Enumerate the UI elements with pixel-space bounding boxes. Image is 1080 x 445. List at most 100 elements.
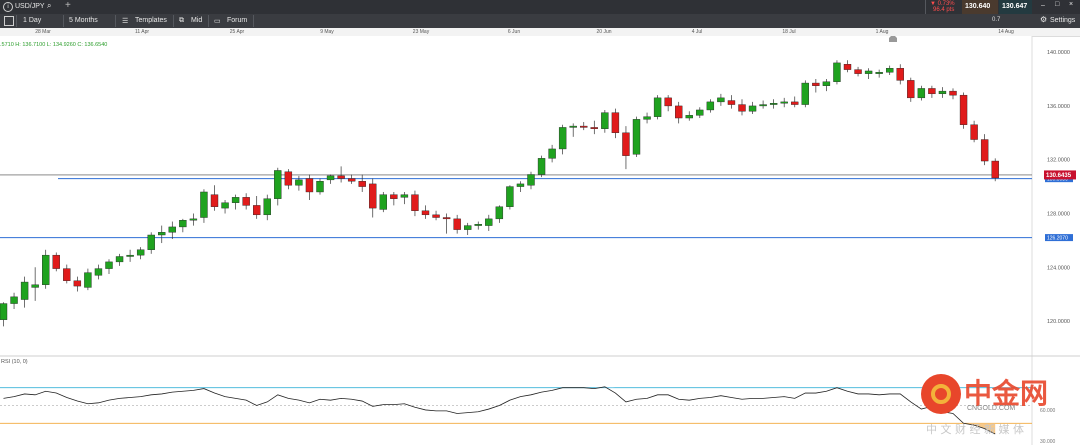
candle-up[interactable] — [527, 174, 535, 186]
candle-up[interactable] — [84, 272, 92, 288]
candle-up[interactable] — [886, 68, 894, 73]
candle-up[interactable] — [105, 261, 113, 269]
candle-up[interactable] — [263, 198, 271, 216]
candle-up[interactable] — [126, 254, 134, 257]
add-tab-icon[interactable]: + — [65, 0, 71, 11]
minimize-icon[interactable]: – — [1041, 2, 1045, 9]
forum-button[interactable]: ▭ Forum — [209, 15, 254, 27]
candle-down[interactable] — [727, 100, 736, 105]
candle-down[interactable] — [738, 104, 746, 112]
candle-down[interactable] — [959, 94, 968, 125]
candle-up[interactable] — [569, 125, 577, 128]
symbol-label[interactable]: USD/JPY — [15, 3, 45, 10]
candle-up[interactable] — [653, 97, 662, 117]
candle-down[interactable] — [843, 64, 852, 70]
candle-down[interactable] — [812, 82, 820, 86]
range-button[interactable]: 5 Months — [63, 15, 116, 27]
candle-up[interactable] — [400, 194, 409, 198]
candle-down[interactable] — [580, 125, 588, 128]
candle-up[interactable] — [780, 101, 788, 104]
candle-up[interactable] — [917, 88, 926, 99]
settings-label[interactable]: Settings — [1050, 17, 1076, 24]
bid-price[interactable]: 130.640 — [965, 3, 991, 10]
candle-up[interactable] — [31, 284, 39, 288]
candle-down[interactable] — [411, 194, 419, 211]
candle-up[interactable] — [136, 249, 145, 256]
candle-up[interactable] — [316, 181, 324, 193]
candle-down[interactable] — [896, 68, 904, 81]
candle-up[interactable] — [748, 105, 757, 112]
price-chart[interactable]: 130.5930 126.2070 130.6435 140.0000 136.000… — [0, 36, 1080, 445]
candle-up[interactable] — [189, 218, 198, 221]
candle-down[interactable] — [453, 218, 461, 230]
candle-down[interactable] — [675, 105, 683, 119]
candle-down[interactable] — [52, 254, 60, 269]
candle-down[interactable] — [210, 194, 219, 207]
candle-down[interactable] — [432, 214, 440, 218]
candle-down[interactable] — [305, 178, 314, 193]
candle-down[interactable] — [63, 268, 71, 281]
candle-down[interactable] — [421, 210, 430, 216]
templates-button[interactable]: ☰ Templates — [116, 15, 174, 27]
candle-up[interactable] — [0, 303, 8, 320]
candle-down[interactable] — [907, 80, 915, 99]
candle-up[interactable] — [474, 224, 482, 226]
candle-down[interactable] — [622, 132, 630, 156]
price-mode-button[interactable]: ⧉ Mid — [174, 15, 209, 27]
rsi-line[interactable] — [3, 386, 996, 435]
candle-up[interactable] — [706, 101, 715, 111]
candle-down[interactable] — [970, 124, 978, 140]
bid-box[interactable]: 130.640 — [962, 0, 998, 14]
candle-up[interactable] — [221, 202, 229, 209]
candle-up[interactable] — [168, 226, 177, 233]
candle-up[interactable] — [822, 81, 831, 86]
candle-up[interactable] — [558, 127, 567, 150]
candle-up[interactable] — [548, 148, 556, 159]
candle-up[interactable] — [147, 234, 155, 250]
candle-down[interactable] — [390, 194, 398, 199]
candle-up[interactable] — [10, 296, 18, 304]
candle-up[interactable] — [696, 109, 704, 116]
candle-up[interactable] — [537, 158, 546, 175]
close-icon[interactable]: × — [1069, 1, 1074, 8]
candle-down[interactable] — [590, 127, 598, 129]
candle-up[interactable] — [379, 194, 387, 210]
candle-up[interactable] — [801, 82, 809, 105]
candle-down[interactable] — [949, 90, 957, 96]
settings-icon[interactable]: ⚙ — [1040, 15, 1048, 24]
price-mode-label[interactable]: Mid — [191, 17, 203, 24]
maximize-icon[interactable]: □ — [1055, 1, 1060, 8]
candle-up[interactable] — [717, 97, 725, 103]
candle-up[interactable] — [115, 256, 124, 263]
candle-up[interactable] — [685, 115, 693, 119]
candle-up[interactable] — [42, 254, 50, 285]
timeframe-label[interactable]: 1 Day — [23, 17, 42, 24]
candle-down[interactable] — [991, 160, 999, 179]
candle-down[interactable] — [73, 280, 82, 287]
ask-price[interactable]: 130.647 — [1002, 3, 1028, 10]
timeframe-button[interactable]: 1 Day — [16, 15, 64, 27]
candle-up[interactable] — [200, 191, 208, 218]
grid-icon[interactable] — [4, 16, 14, 26]
search-icon[interactable]: ⌕ — [47, 1, 52, 10]
candle-up[interactable] — [759, 104, 767, 107]
candle-up[interactable] — [506, 186, 514, 207]
candle-down[interactable] — [928, 88, 936, 95]
range-label[interactable]: 5 Months — [69, 17, 98, 24]
candle-up[interactable] — [231, 197, 240, 203]
event-marker[interactable] — [889, 36, 897, 42]
candle-down[interactable] — [664, 97, 672, 107]
candle-down[interactable] — [284, 171, 293, 186]
candle-up[interactable] — [464, 225, 472, 230]
candle-up[interactable] — [495, 206, 504, 220]
candle-up[interactable] — [769, 103, 778, 105]
candle-up[interactable] — [20, 281, 29, 300]
ask-box[interactable]: 130.647 — [999, 0, 1032, 14]
candle-up[interactable] — [274, 170, 282, 199]
candle-down[interactable] — [252, 205, 261, 216]
forum-label[interactable]: Forum — [227, 17, 248, 24]
candle-up[interactable] — [875, 72, 883, 74]
candle-up[interactable] — [179, 220, 187, 228]
candle-down[interactable] — [358, 181, 366, 187]
templates-label[interactable]: Templates — [135, 17, 167, 24]
